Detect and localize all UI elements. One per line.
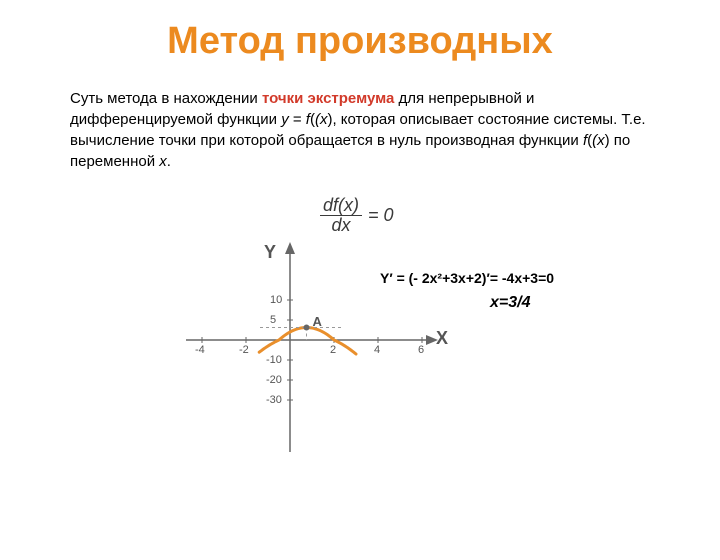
tick-label: -4 (195, 344, 205, 356)
tick-label: -20 (266, 374, 282, 386)
tick-label: 5 (270, 314, 276, 326)
formula-rhs: = 0 (362, 205, 394, 226)
solution-value: x=3/4 (490, 294, 530, 312)
paragraph: Суть метода в нахождении точки экстремум… (0, 88, 720, 172)
para-parenx: ((х (310, 111, 328, 128)
formula-den: dx (320, 216, 362, 235)
slide-title: Метод производных (0, 20, 720, 63)
formula-num: df(x) (320, 196, 362, 216)
tick-label: 10 (270, 294, 282, 306)
para-pre: Суть метода в нахождении (70, 90, 262, 107)
para-fn-y: у (281, 111, 289, 128)
para-eq: = (289, 111, 306, 128)
tick-label: -30 (266, 394, 282, 406)
derivative-formula: df(x) dx = 0 (320, 196, 394, 235)
para-parenx2: ((х (587, 132, 605, 149)
tick-label: 4 (374, 344, 380, 356)
para-post4: . (167, 153, 171, 170)
tick-label: -2 (239, 344, 249, 356)
tick-label: -10 (266, 354, 282, 366)
para-var-x: х (159, 153, 167, 170)
point-a-label: A (313, 314, 322, 329)
tick-label: 6 (418, 344, 424, 356)
derivative-equation: Y′ = (- 2x²+3x+2)′= -4x+3=0 (380, 270, 554, 286)
diagram-area: df(x) dx = 0 Y X A Y′ = (- 2x²+3x+2)′= -… (0, 192, 720, 472)
y-axis-label: Y (264, 242, 276, 263)
para-highlight: точки экстремума (262, 90, 394, 107)
x-axis-label: X (436, 328, 448, 349)
title-text: Метод производных (167, 20, 553, 62)
tick-label: 2 (330, 344, 336, 356)
